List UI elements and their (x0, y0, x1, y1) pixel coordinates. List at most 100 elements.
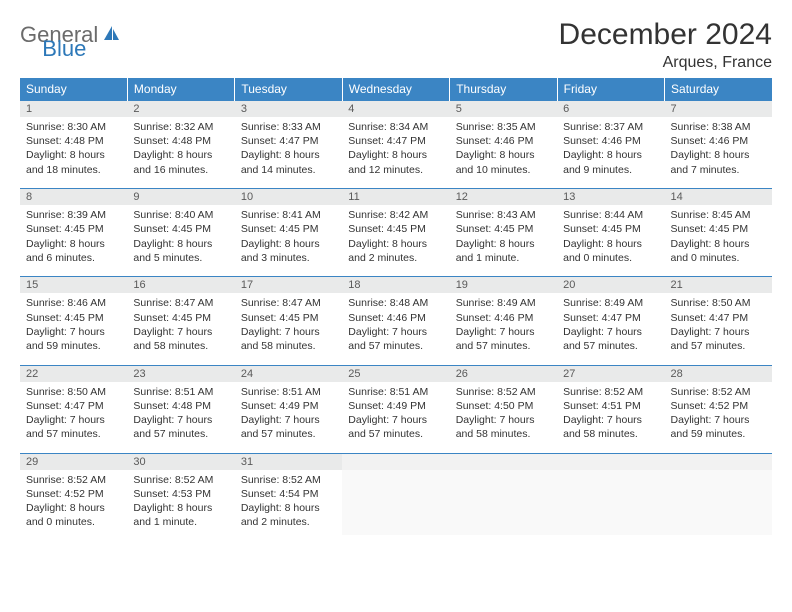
sunrise-line: Sunrise: 8:52 AM (241, 473, 336, 487)
day-info-cell: Sunrise: 8:51 AMSunset: 4:48 PMDaylight:… (127, 382, 234, 448)
day-number-cell: 30 (127, 453, 234, 470)
daylight-line: Daylight: 8 hours and 9 minutes. (563, 148, 658, 176)
day-number-row: 22232425262728 (20, 365, 772, 382)
day-number-cell: 29 (20, 453, 127, 470)
day-info-cell: Sunrise: 8:52 AMSunset: 4:52 PMDaylight:… (665, 382, 772, 448)
day-number-cell: 3 (235, 101, 342, 118)
day-number-cell: 11 (342, 189, 449, 206)
logo-text-blue: Blue (42, 36, 86, 61)
daylight-line: Daylight: 7 hours and 57 minutes. (348, 325, 443, 353)
header: General Blue December 2024 Arques, Franc… (20, 18, 772, 72)
day-number-cell: 17 (235, 277, 342, 294)
daylight-line: Daylight: 8 hours and 12 minutes. (348, 148, 443, 176)
day-info-cell: Sunrise: 8:52 AMSunset: 4:52 PMDaylight:… (20, 470, 127, 536)
sunrise-line: Sunrise: 8:43 AM (456, 208, 551, 222)
sunset-line: Sunset: 4:52 PM (26, 487, 121, 501)
day-info-cell (665, 470, 772, 536)
day-number-cell: 2 (127, 101, 234, 118)
day-info-row: Sunrise: 8:39 AMSunset: 4:45 PMDaylight:… (20, 205, 772, 271)
sunset-line: Sunset: 4:52 PM (671, 399, 766, 413)
daylight-line: Daylight: 8 hours and 14 minutes. (241, 148, 336, 176)
daylight-line: Daylight: 7 hours and 57 minutes. (456, 325, 551, 353)
day-info-cell: Sunrise: 8:52 AMSunset: 4:50 PMDaylight:… (450, 382, 557, 448)
sunset-line: Sunset: 4:46 PM (456, 134, 551, 148)
day-number-cell: 18 (342, 277, 449, 294)
sunrise-line: Sunrise: 8:50 AM (26, 385, 121, 399)
sunset-line: Sunset: 4:47 PM (26, 399, 121, 413)
sunrise-line: Sunrise: 8:49 AM (456, 296, 551, 310)
day-info-row: Sunrise: 8:30 AMSunset: 4:48 PMDaylight:… (20, 117, 772, 183)
day-number-cell: 28 (665, 365, 772, 382)
day-number-cell: 31 (235, 453, 342, 470)
weekday-header-row: Sunday Monday Tuesday Wednesday Thursday… (20, 78, 772, 101)
weekday-header: Monday (127, 78, 234, 101)
daylight-line: Daylight: 7 hours and 57 minutes. (563, 325, 658, 353)
day-number-row: 891011121314 (20, 189, 772, 206)
day-info-cell: Sunrise: 8:49 AMSunset: 4:46 PMDaylight:… (450, 293, 557, 359)
day-info-cell: Sunrise: 8:40 AMSunset: 4:45 PMDaylight:… (127, 205, 234, 271)
sunset-line: Sunset: 4:53 PM (133, 487, 228, 501)
sunset-line: Sunset: 4:48 PM (26, 134, 121, 148)
daylight-line: Daylight: 8 hours and 1 minute. (133, 501, 228, 529)
day-number-cell: 14 (665, 189, 772, 206)
day-info-cell: Sunrise: 8:49 AMSunset: 4:47 PMDaylight:… (557, 293, 664, 359)
sunset-line: Sunset: 4:45 PM (456, 222, 551, 236)
sunrise-line: Sunrise: 8:38 AM (671, 120, 766, 134)
sunset-line: Sunset: 4:51 PM (563, 399, 658, 413)
sunset-line: Sunset: 4:45 PM (671, 222, 766, 236)
sunset-line: Sunset: 4:45 PM (26, 311, 121, 325)
sunrise-line: Sunrise: 8:52 AM (133, 473, 228, 487)
day-info-cell: Sunrise: 8:38 AMSunset: 4:46 PMDaylight:… (665, 117, 772, 183)
sunset-line: Sunset: 4:45 PM (133, 311, 228, 325)
day-info-cell (557, 470, 664, 536)
day-number-row: 15161718192021 (20, 277, 772, 294)
daylight-line: Daylight: 8 hours and 16 minutes. (133, 148, 228, 176)
weekday-header: Wednesday (342, 78, 449, 101)
sunrise-line: Sunrise: 8:42 AM (348, 208, 443, 222)
day-number-cell: 5 (450, 101, 557, 118)
day-info-cell: Sunrise: 8:47 AMSunset: 4:45 PMDaylight:… (235, 293, 342, 359)
day-info-cell: Sunrise: 8:51 AMSunset: 4:49 PMDaylight:… (342, 382, 449, 448)
day-info-cell: Sunrise: 8:34 AMSunset: 4:47 PMDaylight:… (342, 117, 449, 183)
sunrise-line: Sunrise: 8:41 AM (241, 208, 336, 222)
title-block: December 2024 Arques, France (559, 18, 772, 72)
day-info-cell: Sunrise: 8:35 AMSunset: 4:46 PMDaylight:… (450, 117, 557, 183)
daylight-line: Daylight: 7 hours and 59 minutes. (26, 325, 121, 353)
day-info-cell: Sunrise: 8:39 AMSunset: 4:45 PMDaylight:… (20, 205, 127, 271)
sunrise-line: Sunrise: 8:34 AM (348, 120, 443, 134)
day-number-row: 293031 (20, 453, 772, 470)
sunrise-line: Sunrise: 8:48 AM (348, 296, 443, 310)
day-number-cell: 4 (342, 101, 449, 118)
sunset-line: Sunset: 4:46 PM (348, 311, 443, 325)
day-info-row: Sunrise: 8:46 AMSunset: 4:45 PMDaylight:… (20, 293, 772, 359)
sunset-line: Sunset: 4:48 PM (133, 134, 228, 148)
sunrise-line: Sunrise: 8:52 AM (671, 385, 766, 399)
day-number-cell: 9 (127, 189, 234, 206)
day-info-cell: Sunrise: 8:52 AMSunset: 4:53 PMDaylight:… (127, 470, 234, 536)
sunrise-line: Sunrise: 8:46 AM (26, 296, 121, 310)
day-info-row: Sunrise: 8:52 AM Sunset: 4:52 PM Daylight:… (20, 470, 772, 536)
day-number-cell: 26 (450, 365, 557, 382)
day-info-cell: Sunrise: 8:33 AMSunset: 4:47 PMDaylight:… (235, 117, 342, 183)
day-info-cell: Sunrise: 8:51 AMSunset: 4:49 PMDaylight:… (235, 382, 342, 448)
daylight-line: Daylight: 8 hours and 2 minutes. (241, 501, 336, 529)
daylight-line: Daylight: 7 hours and 57 minutes. (348, 413, 443, 441)
sunset-line: Sunset: 4:49 PM (241, 399, 336, 413)
day-info-cell: Sunrise: 8:50 AMSunset: 4:47 PMDaylight:… (20, 382, 127, 448)
day-info-cell: Sunrise: 8:52 AMSunset: 4:51 PMDaylight:… (557, 382, 664, 448)
day-info-cell: Sunrise: 8:52 AMSunset: 4:54 PMDaylight:… (235, 470, 342, 536)
sunrise-line: Sunrise: 8:49 AM (563, 296, 658, 310)
sunrise-line: Sunrise: 8:50 AM (671, 296, 766, 310)
day-info-row: Sunrise: 8:50 AMSunset: 4:47 PM Daylight:… (20, 382, 772, 448)
sunrise-line: Sunrise: 8:47 AM (241, 296, 336, 310)
day-number-cell: 24 (235, 365, 342, 382)
weekday-header: Friday (557, 78, 664, 101)
daylight-line: Daylight: 7 hours and 58 minutes. (241, 325, 336, 353)
day-info-cell (450, 470, 557, 536)
sunrise-line: Sunrise: 8:39 AM (26, 208, 121, 222)
daylight-line: Daylight: 7 hours and 57 minutes. (241, 413, 336, 441)
day-info-cell: Sunrise: 8:32 AMSunset: 4:48 PMDaylight:… (127, 117, 234, 183)
sunset-line: Sunset: 4:45 PM (26, 222, 121, 236)
weekday-header: Sunday (20, 78, 127, 101)
sunset-line: Sunset: 4:49 PM (348, 399, 443, 413)
